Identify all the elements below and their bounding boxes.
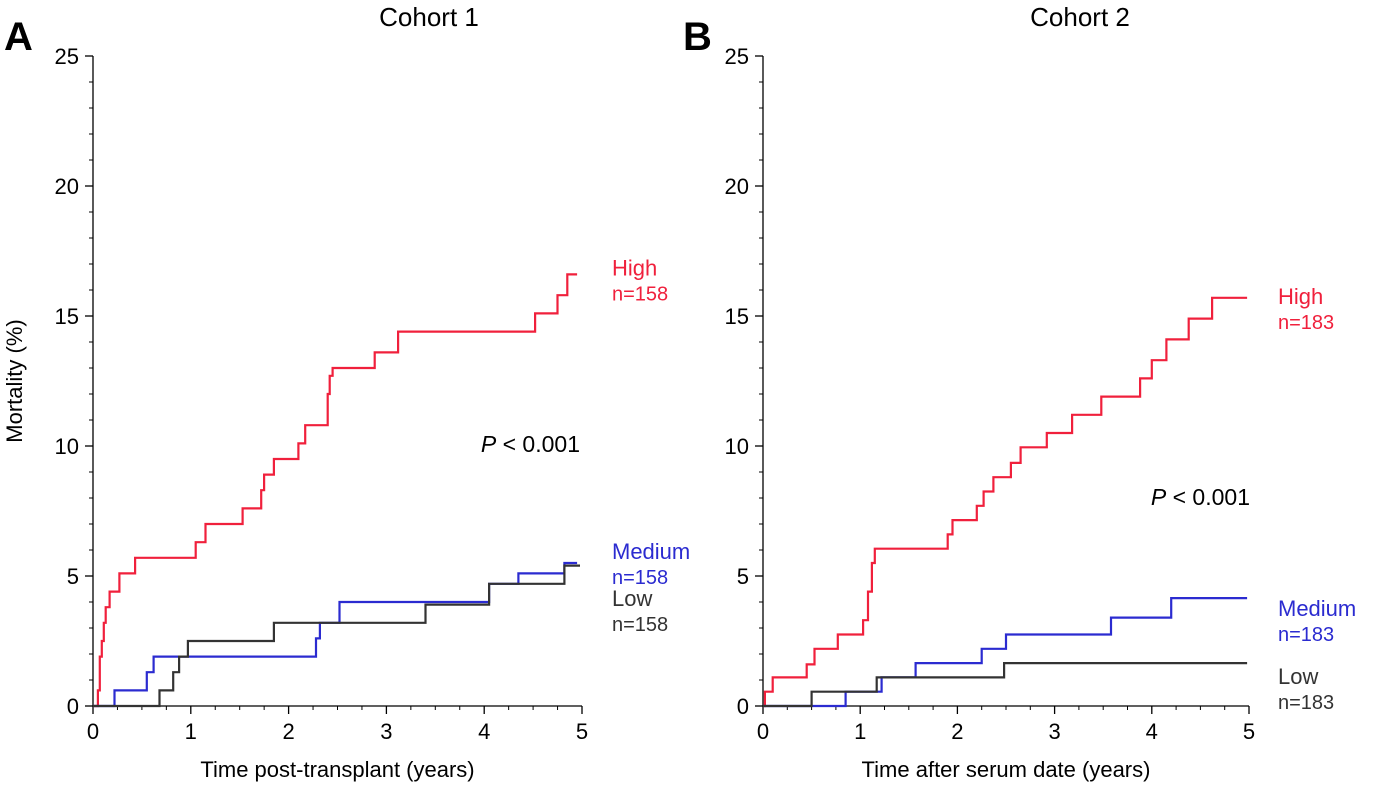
- x-tick-label: 4: [478, 719, 490, 744]
- series-medium-label: Medium: [612, 539, 690, 564]
- series-medium-line: [763, 597, 1248, 708]
- y-tick-label: 0: [67, 694, 79, 719]
- series-high-label: High: [612, 256, 657, 281]
- x-tick-label: 3: [380, 719, 392, 744]
- series-high-label: High: [1278, 284, 1323, 309]
- x-tick-label: 1: [185, 719, 197, 744]
- series-high-n-label: n=183: [1278, 312, 1334, 334]
- x-axis-title: Time after serum date (years): [862, 757, 1151, 782]
- series-low-line: [93, 564, 580, 708]
- p-value-symbol: P: [481, 431, 497, 457]
- y-tick-label: 20: [55, 174, 79, 199]
- x-tick-label: 0: [87, 719, 99, 744]
- x-tick-label: 5: [576, 719, 588, 744]
- y-tick-label: 15: [55, 304, 79, 329]
- panel-a: A Cohort 1 0 5 10 15 20 25 0 1 2 3 4 5 Time post-trans…: [2, 2, 690, 782]
- p-value-annotation: P < 0.001: [481, 431, 580, 457]
- x-tick-label: 4: [1146, 719, 1158, 744]
- y-tick-label: 15: [725, 304, 749, 329]
- x-tick-label: 1: [854, 719, 866, 744]
- x-tick-label: 2: [282, 719, 294, 744]
- p-value-annotation: P < 0.001: [1151, 484, 1250, 510]
- series-low-label: Low: [1278, 664, 1318, 689]
- series-low-line: [763, 662, 1248, 708]
- y-tick-label: 0: [737, 694, 749, 719]
- p-value-text: < 0.001: [496, 431, 580, 457]
- y-axis-title: Mortality (%): [2, 319, 27, 442]
- y-tick-label: 5: [737, 564, 749, 589]
- y-tick-label: 10: [725, 434, 749, 459]
- x-tick-label: 2: [951, 719, 963, 744]
- x-tick-label: 0: [757, 719, 769, 744]
- series-high-line: [763, 296, 1248, 708]
- y-tick-label: 10: [55, 434, 79, 459]
- series-high-n-label: n=158: [612, 284, 668, 306]
- panel-b: B Cohort 2 0 5 10 15 20 25 0 1 2 3 4 5 Time after seru…: [683, 2, 1356, 782]
- p-value-text: < 0.001: [1166, 484, 1250, 510]
- y-tick-label: 25: [55, 44, 79, 69]
- series-low-label: Low: [612, 586, 652, 611]
- series-low-n-label: n=158: [612, 614, 668, 636]
- y-tick-label: 25: [725, 44, 749, 69]
- panel-letter: A: [4, 15, 33, 59]
- p-value-symbol: P: [1151, 484, 1167, 510]
- series-medium-n-label: n=183: [1278, 624, 1334, 646]
- x-axis-title: Time post-transplant (years): [200, 757, 474, 782]
- panel-letter: B: [683, 15, 712, 59]
- y-tick-label: 20: [725, 174, 749, 199]
- panel-title: Cohort 1: [379, 2, 479, 32]
- series-medium-label: Medium: [1278, 596, 1356, 621]
- panel-title: Cohort 2: [1030, 2, 1130, 32]
- y-tick-label: 5: [67, 564, 79, 589]
- series-high-line: [93, 273, 578, 708]
- series-medium-n-label: n=158: [612, 567, 668, 589]
- series-low-n-label: n=183: [1278, 692, 1334, 714]
- series-medium-line: [93, 561, 578, 708]
- x-tick-label: 3: [1048, 719, 1060, 744]
- x-tick-label: 5: [1243, 719, 1255, 744]
